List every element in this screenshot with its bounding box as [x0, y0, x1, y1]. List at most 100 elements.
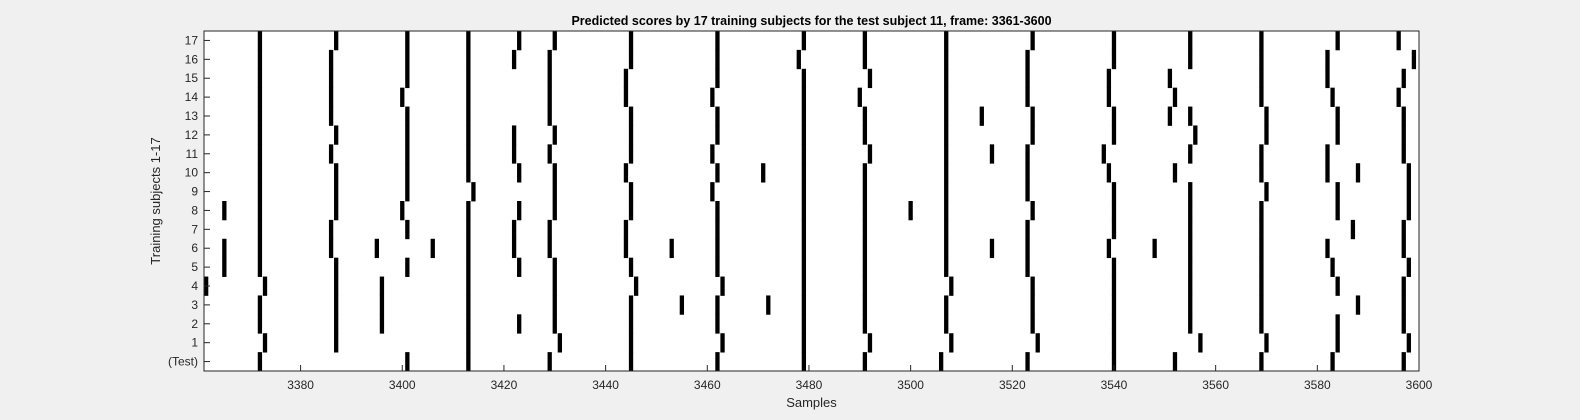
event-mark — [466, 352, 471, 372]
event-mark — [801, 106, 807, 126]
event-mark — [1335, 31, 1340, 51]
event-mark — [1111, 333, 1117, 353]
event-mark — [1396, 87, 1401, 107]
event-mark — [949, 276, 954, 296]
event-mark — [862, 201, 868, 221]
event-mark — [1259, 144, 1264, 164]
event-mark — [334, 314, 339, 334]
event-mark — [466, 106, 471, 126]
event-mark — [257, 68, 263, 89]
x-tick-label: 3520 — [999, 378, 1026, 392]
event-mark — [328, 238, 334, 259]
y-tick-label: 15 — [185, 71, 199, 85]
event-mark — [1193, 125, 1198, 145]
event-mark — [547, 68, 552, 89]
event-mark — [944, 314, 949, 334]
event-mark — [511, 219, 517, 240]
event-mark — [1025, 144, 1030, 164]
event-mark — [552, 314, 557, 334]
event-mark — [801, 295, 807, 315]
event-mark — [1259, 49, 1264, 70]
event-mark — [552, 257, 557, 277]
event-mark — [628, 106, 634, 126]
event-mark — [334, 257, 339, 277]
event-mark — [715, 68, 720, 89]
event-mark — [262, 333, 268, 353]
event-mark — [1259, 314, 1264, 334]
event-mark — [1259, 201, 1264, 221]
event-mark — [328, 49, 334, 70]
event-mark — [862, 31, 868, 51]
event-mark — [1152, 238, 1157, 259]
event-mark — [334, 163, 339, 183]
event-mark — [517, 201, 522, 221]
event-mark — [1025, 182, 1030, 202]
event-mark — [1401, 68, 1406, 89]
event-mark — [1111, 106, 1117, 126]
y-tick-label: (Test) — [168, 355, 198, 369]
event-mark — [466, 238, 471, 259]
event-mark — [1406, 201, 1411, 221]
event-mark — [1172, 352, 1178, 372]
event-mark — [944, 125, 949, 145]
event-mark — [552, 125, 557, 145]
event-mark — [867, 144, 873, 164]
event-mark — [944, 106, 949, 126]
event-mark — [1198, 333, 1203, 353]
event-mark — [766, 295, 771, 315]
event-mark — [801, 352, 807, 372]
event-mark — [944, 295, 949, 315]
event-mark — [801, 333, 807, 353]
event-mark — [801, 314, 807, 334]
event-mark — [1259, 238, 1264, 259]
event-mark — [222, 238, 227, 259]
event-mark — [400, 201, 405, 221]
event-mark — [1101, 144, 1106, 164]
event-mark — [405, 68, 410, 89]
event-mark — [1401, 314, 1406, 334]
event-mark — [1025, 238, 1030, 259]
event-mark — [466, 314, 471, 334]
event-mark — [1106, 87, 1112, 107]
event-mark — [257, 219, 263, 240]
plot-box — [203, 30, 1420, 372]
event-mark — [1188, 31, 1193, 51]
event-mark — [720, 333, 725, 353]
event-mark — [1188, 106, 1193, 126]
event-mark — [405, 219, 410, 240]
event-mark — [801, 163, 807, 183]
event-mark — [379, 295, 385, 315]
event-mark — [257, 31, 263, 51]
event-mark — [1035, 333, 1040, 353]
event-mark — [517, 163, 522, 183]
event-mark — [1350, 219, 1356, 240]
event-mark — [623, 238, 629, 259]
event-mark — [405, 182, 410, 202]
event-mark — [628, 352, 634, 372]
event-mark — [1111, 49, 1117, 70]
event-mark — [1188, 314, 1193, 334]
event-mark — [862, 219, 868, 240]
event-mark — [466, 257, 471, 277]
event-mark — [862, 295, 868, 315]
event-mark — [1111, 257, 1117, 277]
event-mark — [257, 201, 263, 221]
event-mark — [1259, 219, 1264, 240]
event-mark — [1330, 87, 1335, 107]
event-mark — [944, 201, 949, 221]
event-mark — [328, 106, 334, 126]
event-mark — [1401, 144, 1406, 164]
event-mark — [1106, 163, 1112, 183]
y-tick-label: 16 — [185, 52, 199, 66]
event-mark — [1030, 125, 1035, 145]
event-mark — [1030, 201, 1035, 221]
event-mark — [944, 68, 949, 89]
event-mark — [517, 314, 522, 334]
y-tick-label: 7 — [191, 222, 198, 236]
event-mark — [1335, 125, 1340, 145]
event-mark — [628, 144, 634, 164]
x-tick-label: 3380 — [287, 378, 314, 392]
event-mark — [262, 276, 268, 296]
event-mark — [1325, 68, 1330, 89]
event-mark — [405, 31, 410, 51]
